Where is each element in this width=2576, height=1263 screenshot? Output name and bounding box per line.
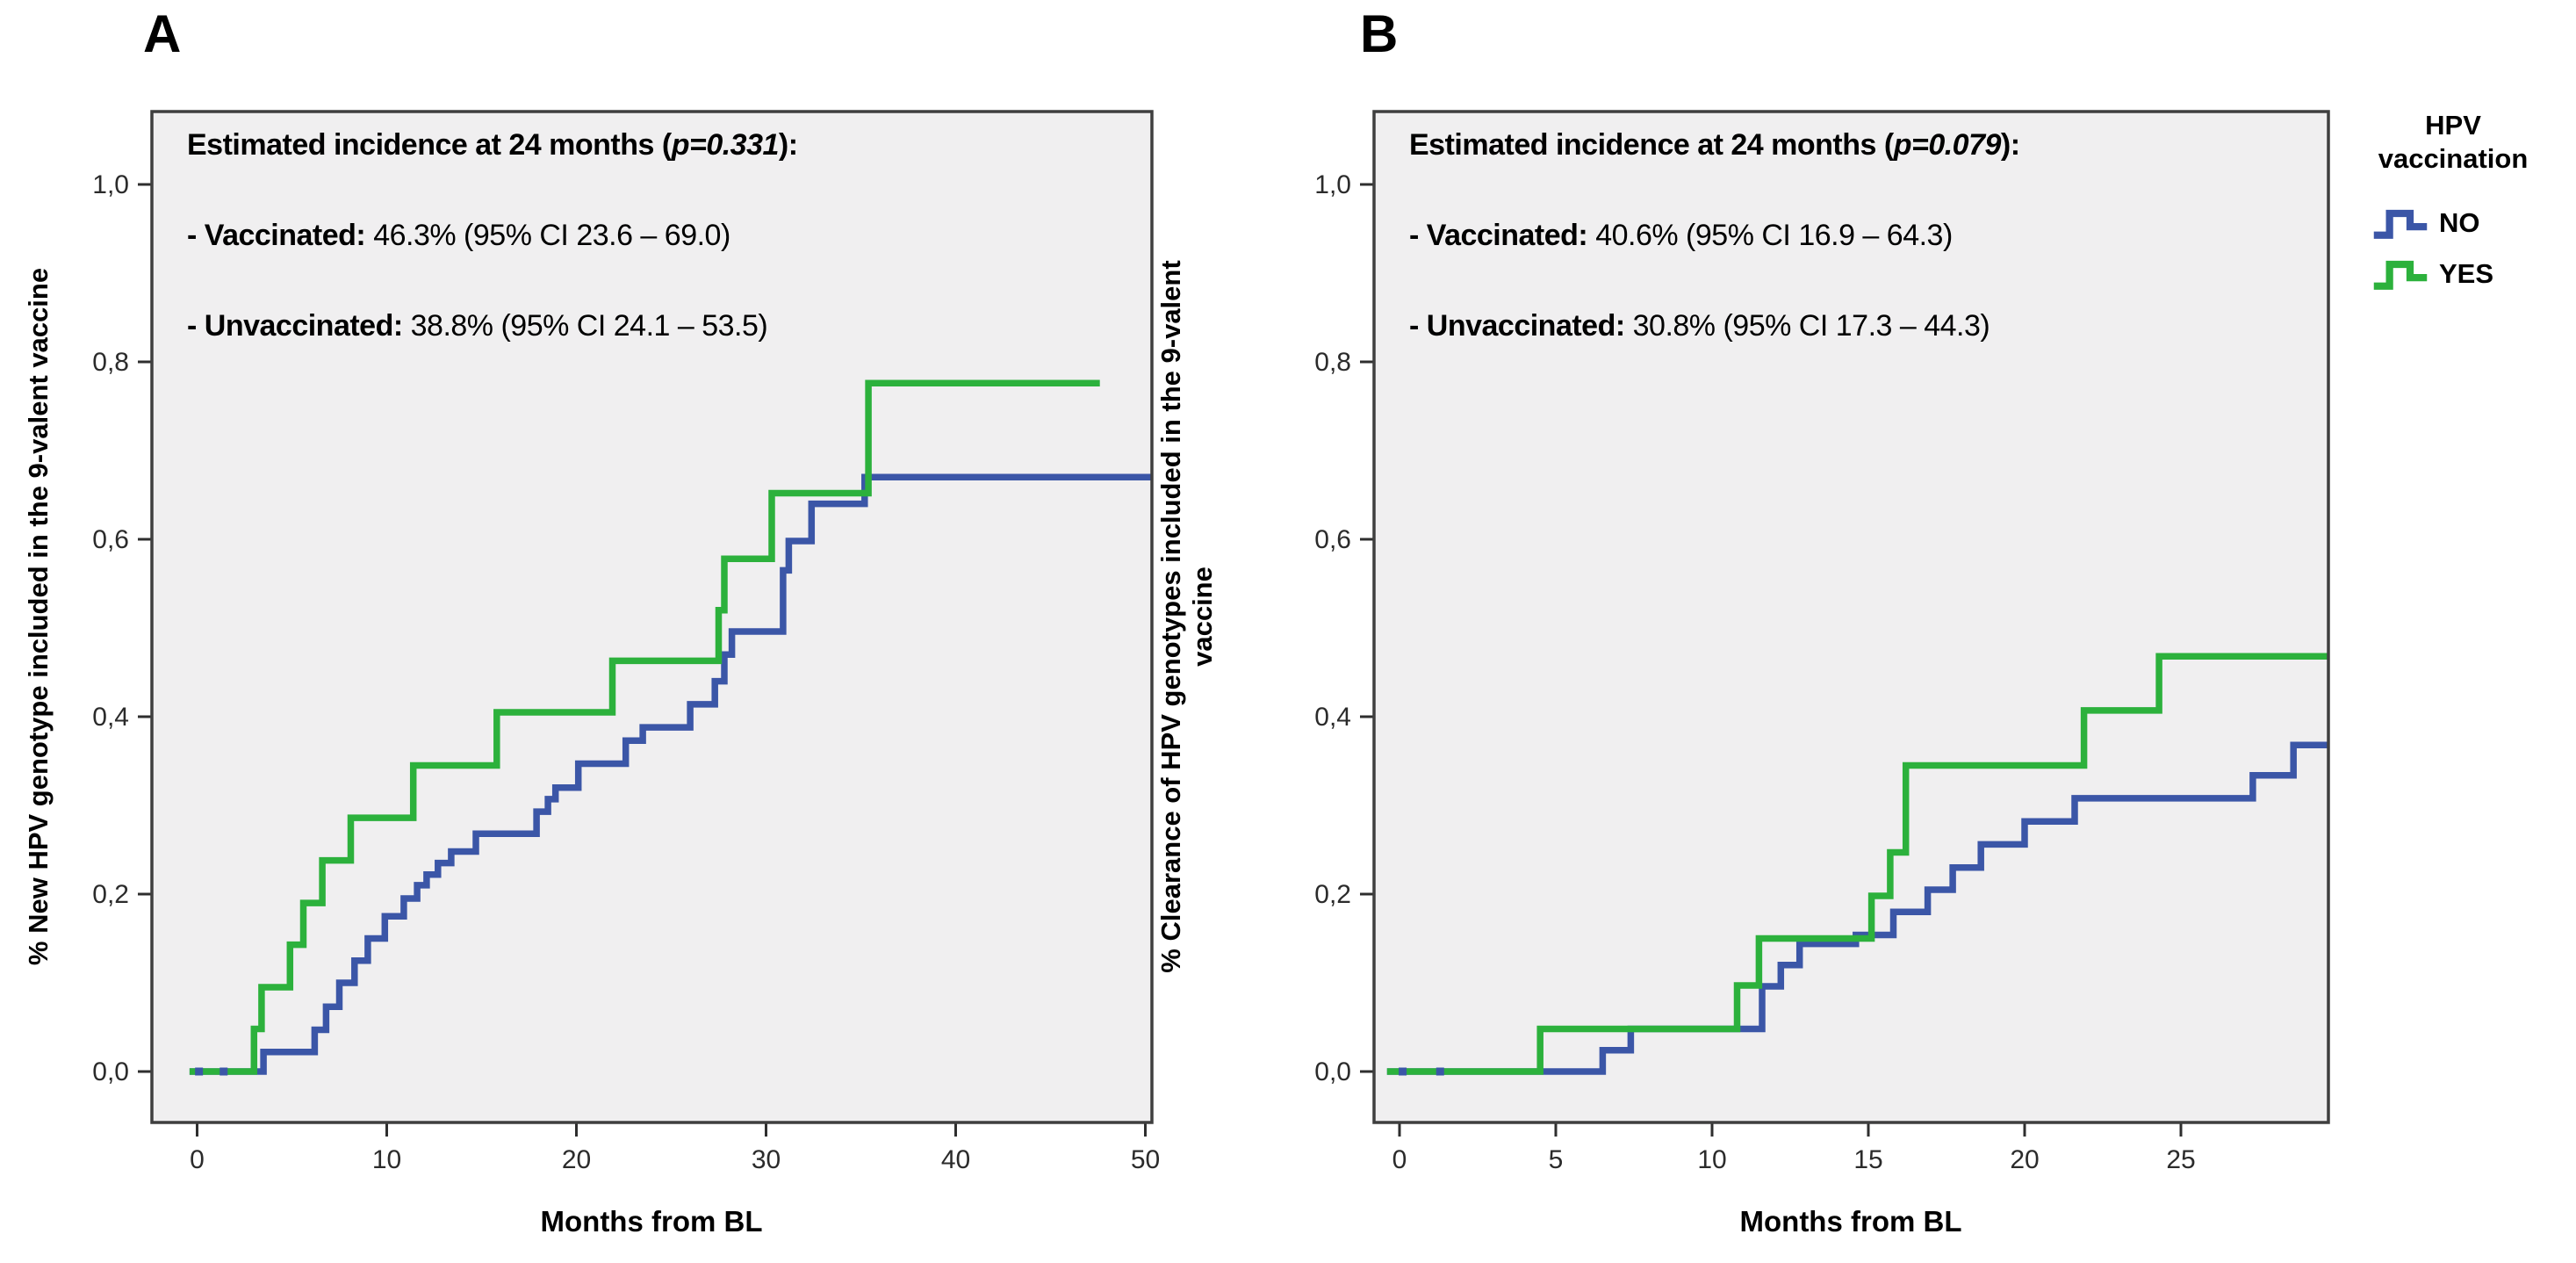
y-tick-label: 0,0 xyxy=(92,1057,129,1086)
censor-mark xyxy=(195,1067,204,1076)
panel-a-annotation: Estimated incidence at 24 months (p=0.33… xyxy=(187,125,1144,396)
unvaccinated-label: - Unvaccinated: xyxy=(1409,309,1625,343)
vaccinated-value: 46.3% (95% CI 23.6 – 69.0) xyxy=(365,219,730,252)
panel-a-plot-area xyxy=(152,112,1152,1122)
y-axis-title-line: vaccine xyxy=(1187,567,1218,667)
vaccinated-label: - Vaccinated: xyxy=(187,219,366,252)
panel-b-annotation: Estimated incidence at 24 months (p=0.07… xyxy=(1409,125,2366,396)
y-axis-title-line: % Clearance of HPV genotypes included in… xyxy=(1155,260,1186,973)
unvaccinated-value: 38.8% (95% CI 24.1 – 53.5) xyxy=(402,309,768,343)
annotation-title: Estimated incidence at 24 months (p=0.07… xyxy=(1409,125,2366,165)
annotation-vaccinated: - Vaccinated: 40.6% (95% CI 16.9 – 64.3) xyxy=(1409,215,2366,256)
x-tick-label: 10 xyxy=(1697,1145,1726,1174)
panel-a-frame xyxy=(150,110,1154,1124)
vaccinated-value: 40.6% (95% CI 16.9 – 64.3) xyxy=(1587,219,1953,252)
legend-entry-yes: YES xyxy=(2364,251,2574,297)
x-tick-label: 20 xyxy=(2010,1145,2039,1174)
x-tick-label: 0 xyxy=(1392,1145,1407,1174)
x-tick-label: 10 xyxy=(372,1145,401,1174)
unvaccinated-value: 30.8% (95% CI 17.3 – 44.3) xyxy=(1624,309,1990,343)
panel-b-letter: B xyxy=(1360,4,1399,63)
legend-title: HPV vaccination xyxy=(2332,109,2574,176)
x-tick-label: 20 xyxy=(562,1145,591,1174)
censor-mark xyxy=(1436,1067,1444,1076)
x-tick-label: 0 xyxy=(190,1145,205,1174)
annotation-vaccinated: - Vaccinated: 46.3% (95% CI 23.6 – 69.0) xyxy=(187,215,1144,256)
y-axis-title-line: % New HPV genotype included in the 9-val… xyxy=(23,267,54,966)
panel-b-x-axis-title: Months from BL xyxy=(1739,1205,1962,1238)
step-line-icon xyxy=(2373,209,2428,239)
x-tick-label: 30 xyxy=(752,1145,781,1174)
annotation-title-prefix: Estimated incidence at 24 months ( xyxy=(187,128,672,162)
step-line-icon xyxy=(2373,260,2428,290)
y-tick-label: 0,0 xyxy=(1314,1057,1351,1086)
vaccinated-label: - Vaccinated: xyxy=(1409,219,1588,252)
x-tick-label: 5 xyxy=(1549,1145,1564,1174)
panel-a-y-axis-title: % New HPV genotype included in the 9-val… xyxy=(23,107,54,1126)
x-tick-label: 40 xyxy=(941,1145,970,1174)
y-tick-label: 1,0 xyxy=(92,170,129,199)
annotation-p-value: p=0.331 xyxy=(671,128,780,162)
x-tick-label: 25 xyxy=(2166,1145,2195,1174)
y-tick-label: 0,6 xyxy=(1314,525,1351,554)
y-tick-label: 0,8 xyxy=(1314,348,1351,377)
censor-mark xyxy=(219,1067,228,1076)
panel-b-frame xyxy=(1372,110,2330,1124)
panel-b-y-axis-title: % Clearance of HPV genotypes included in… xyxy=(1155,107,1219,1126)
legend-entries: NO YES xyxy=(2332,200,2574,297)
panel-b-plot-area xyxy=(1374,112,2328,1122)
x-tick-label: 50 xyxy=(1131,1145,1160,1174)
panel-a-x-axis-title: Months from BL xyxy=(540,1205,763,1238)
annotation-p-value: p=0.079 xyxy=(1893,128,2002,162)
y-tick-label: 0,2 xyxy=(92,880,129,909)
legend-entry-no: NO xyxy=(2364,200,2574,246)
legend-label-no: NO xyxy=(2439,207,2480,238)
series-line-no-a xyxy=(189,473,1153,1075)
unvaccinated-label: - Unvaccinated: xyxy=(187,309,403,343)
legend-title-line: vaccination xyxy=(2378,143,2529,174)
legend-label-yes: YES xyxy=(2439,258,2494,289)
y-tick-label: 0,4 xyxy=(1314,703,1351,732)
censor-mark xyxy=(1399,1067,1407,1076)
annotation-unvaccinated: - Unvaccinated: 30.8% (95% CI 17.3 – 44.… xyxy=(1409,306,2366,346)
annotation-unvaccinated: - Unvaccinated: 38.8% (95% CI 24.1 – 53.… xyxy=(187,306,1144,346)
annotation-title-prefix: Estimated incidence at 24 months ( xyxy=(1409,128,1894,162)
y-tick-label: 0,8 xyxy=(92,348,129,377)
x-tick-label: 15 xyxy=(1853,1145,1882,1174)
legend-title-line: HPV xyxy=(2425,110,2481,141)
y-tick-label: 1,0 xyxy=(1314,170,1351,199)
series-line-yes-b xyxy=(1386,653,2328,1075)
y-tick-label: 0,6 xyxy=(92,525,129,554)
series-line-yes-a xyxy=(189,379,1100,1075)
legend: HPV vaccination NO YES xyxy=(2332,109,2574,302)
y-tick-label: 0,4 xyxy=(92,703,129,732)
panel-a-letter: A xyxy=(143,4,182,63)
annotation-title-suffix: ): xyxy=(778,128,798,162)
annotation-title-suffix: ): xyxy=(2000,128,2020,162)
y-tick-label: 0,2 xyxy=(1314,880,1351,909)
annotation-title: Estimated incidence at 24 months (p=0.33… xyxy=(187,125,1144,165)
